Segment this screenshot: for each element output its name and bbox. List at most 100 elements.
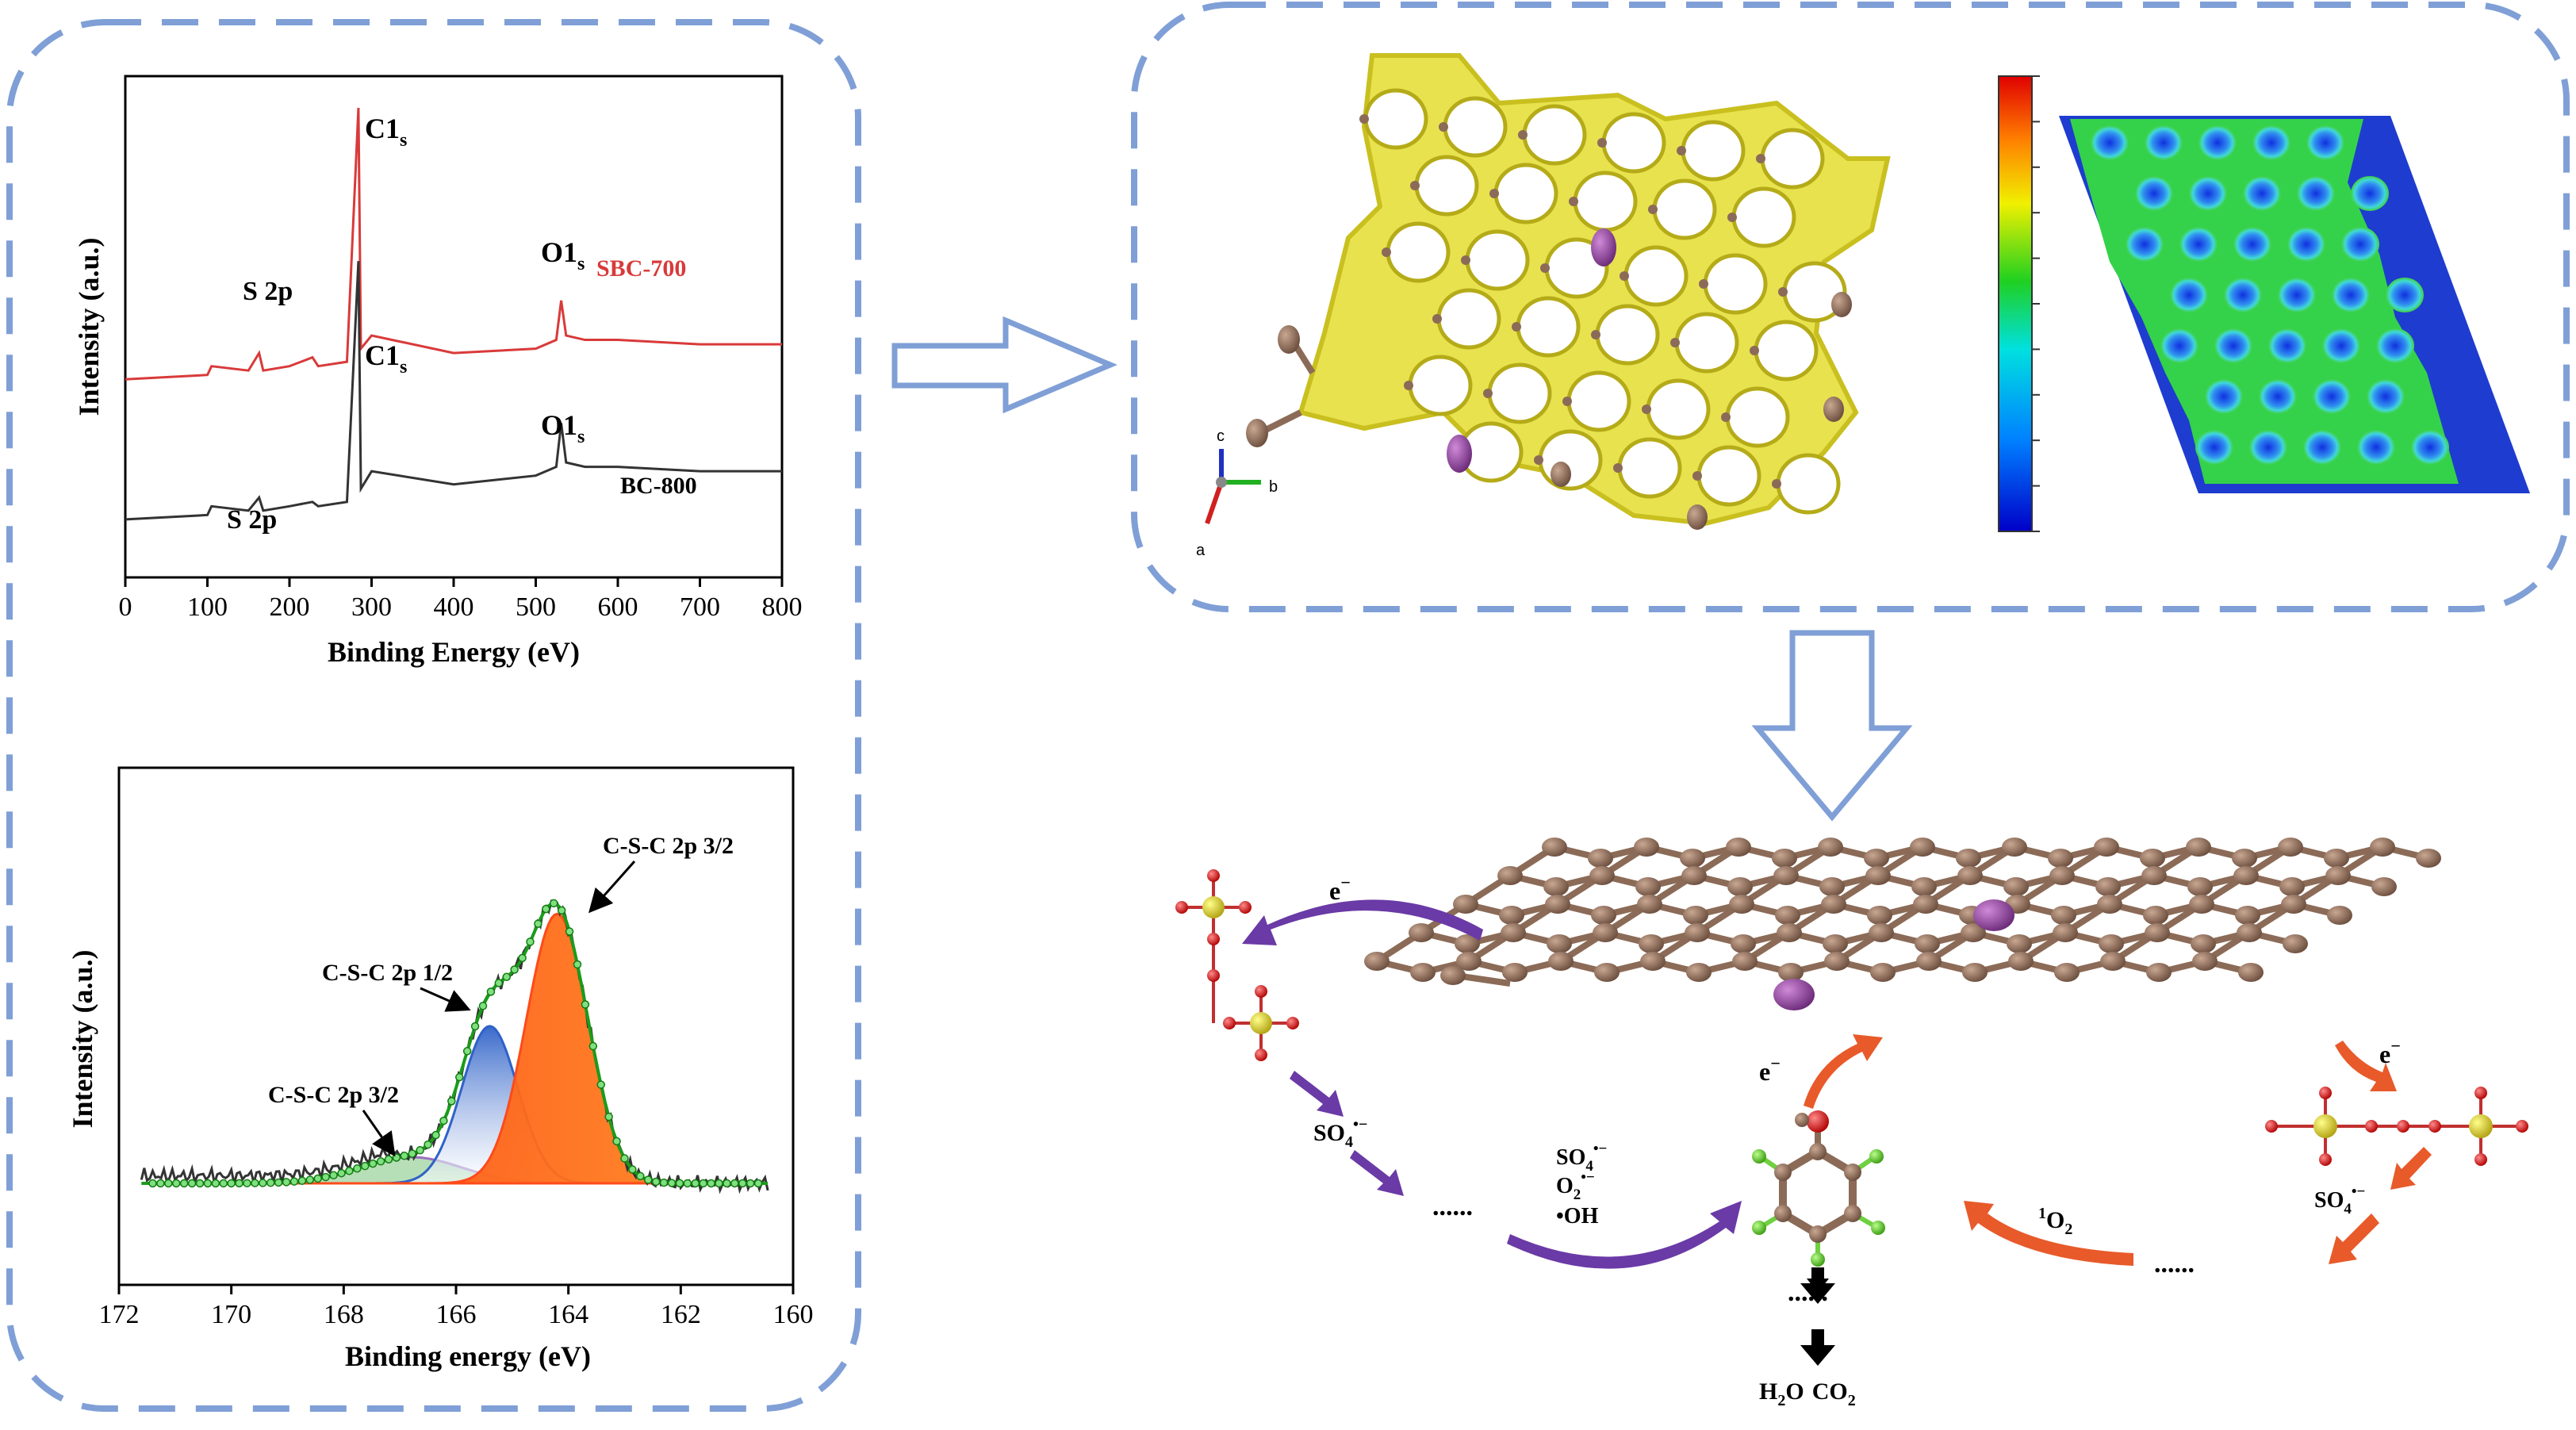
electron-transfer-arrow-left	[1242, 899, 1483, 945]
right-block-arrow	[891, 316, 1117, 414]
fit-marker	[667, 1179, 677, 1187]
carbon-atom	[1685, 923, 1710, 942]
x-tick-label: 600	[598, 592, 638, 622]
chlorine-atom	[1811, 1252, 1825, 1267]
carbon-atom	[1540, 263, 1550, 273]
lattice-ring	[1487, 362, 1552, 424]
elf-ring	[2170, 278, 2208, 312]
x-tick-label: 162	[661, 1300, 701, 1329]
electron-label-left: e−	[1329, 872, 1351, 905]
carbon-atom	[2051, 906, 2076, 925]
survey-x-axis-label: Binding Energy (eV)	[328, 636, 580, 668]
carbon-atom	[1809, 1225, 1827, 1243]
oxygen-atom	[1175, 901, 1188, 914]
carbon-atom	[1409, 923, 1434, 942]
fit-marker	[651, 1177, 661, 1187]
carbon-atom	[2324, 849, 2349, 868]
lattice-ring	[1465, 229, 1530, 291]
fit-marker	[297, 1176, 307, 1186]
carbon-atom	[1547, 934, 1572, 953]
elf-ring	[2297, 176, 2335, 211]
lattice-ring	[1674, 312, 1739, 374]
fit-marker	[431, 1130, 440, 1140]
carbon-atom	[1461, 255, 1470, 265]
carbon-atom	[2049, 866, 2075, 885]
lattice-ring	[1516, 296, 1581, 358]
lattice-ring	[1725, 386, 1790, 448]
carbon-atom	[1637, 895, 1662, 914]
carbon-atom	[1865, 866, 1891, 885]
peak-label-green-arrow	[362, 1110, 396, 1157]
carbon-atom	[1915, 934, 1940, 953]
elf-ring	[2135, 176, 2173, 211]
fit-marker	[227, 1179, 236, 1188]
carbon-atom	[2002, 838, 2027, 857]
oxygen-atom	[2397, 1120, 2409, 1133]
fit-marker	[321, 1172, 330, 1182]
fit-marker	[510, 965, 519, 974]
axis-a-label: a	[1196, 542, 1206, 559]
hydroxyl-radical: •OH	[1556, 1204, 1599, 1229]
x-tick-label: 400	[434, 592, 474, 622]
dots-left: ......	[1432, 1192, 1473, 1221]
lattice-ring	[1522, 104, 1587, 166]
chlorine-atom	[1752, 1221, 1766, 1235]
fit-marker	[502, 972, 511, 982]
fit-marker	[715, 1179, 723, 1188]
persulfate-molecule-left	[1175, 869, 1299, 1061]
peak-fill-blue	[163, 1025, 760, 1185]
peak-label-blue: C-S-C 2p 1/2	[322, 960, 453, 986]
carbon-atom	[1591, 330, 1600, 339]
series-line-sbc-700	[125, 107, 782, 381]
fit-marker	[416, 1146, 424, 1155]
sbc700-series-label: SBC-700	[596, 255, 686, 282]
persulfate-molecule-right	[2265, 1087, 2528, 1166]
carbon-atom	[1613, 463, 1623, 473]
lattice-ring	[1408, 355, 1473, 416]
sbc700-s2p-label: S 2p	[243, 277, 293, 306]
fit-marker	[612, 1137, 621, 1146]
color-scale-bar	[1998, 75, 2033, 532]
carbon-atom	[1634, 838, 1659, 857]
carbon-atom	[1772, 849, 1797, 868]
carbon-atom	[1867, 906, 1892, 925]
oxygen-atom	[2474, 1153, 2487, 1166]
carbon-atom	[1721, 412, 1731, 422]
fit-marker	[187, 1179, 197, 1188]
elf-ring	[2341, 227, 2379, 262]
superoxide-radical: O2•−	[1556, 1169, 1595, 1203]
electron-arrow-center	[1804, 1034, 1883, 1109]
elf-ring	[2205, 379, 2243, 414]
lattice-ring	[1696, 445, 1761, 507]
carbon-atom	[1774, 1164, 1792, 1181]
fit-marker	[361, 1161, 370, 1171]
graphene-sheet-model	[1364, 838, 2441, 987]
carbon-atom	[1440, 966, 1466, 985]
carbon-atom	[1777, 923, 1802, 942]
fit-marker	[266, 1179, 275, 1187]
fit-marker	[211, 1179, 220, 1188]
x-tick-label: 172	[99, 1300, 140, 1329]
elf-ring	[2322, 328, 2360, 363]
lattice-ring	[1493, 163, 1558, 224]
sulfur-atom	[1773, 979, 1815, 1010]
carbon-atom	[2235, 906, 2260, 925]
carbon-atom	[2232, 849, 2257, 868]
survey-spectrum-panel: 0 100 200 300 400 500 600 700 800 Binding Energy…	[73, 75, 803, 668]
carbon-atom	[1756, 154, 1765, 163]
x-tick-label: 700	[680, 592, 720, 622]
radical-arrow-right-2	[2329, 1213, 2379, 1264]
carbon-atom	[1648, 205, 1658, 214]
s2p-x-axis-label: Binding energy (eV)	[345, 1340, 591, 1372]
products-label: H2O CO2	[1759, 1378, 1856, 1409]
elf-ring	[2091, 125, 2129, 160]
elf-ring	[2386, 278, 2424, 312]
carbon-atom	[1692, 471, 1702, 481]
carbon-atom	[2143, 906, 2168, 925]
oxygen-atom	[1223, 1017, 1236, 1029]
fit-marker	[400, 1152, 409, 1160]
lattice-ring	[1760, 128, 1825, 190]
carbon-atom	[1869, 923, 1894, 942]
fit-marker	[392, 1153, 401, 1162]
lattice-ring	[1363, 88, 1428, 150]
